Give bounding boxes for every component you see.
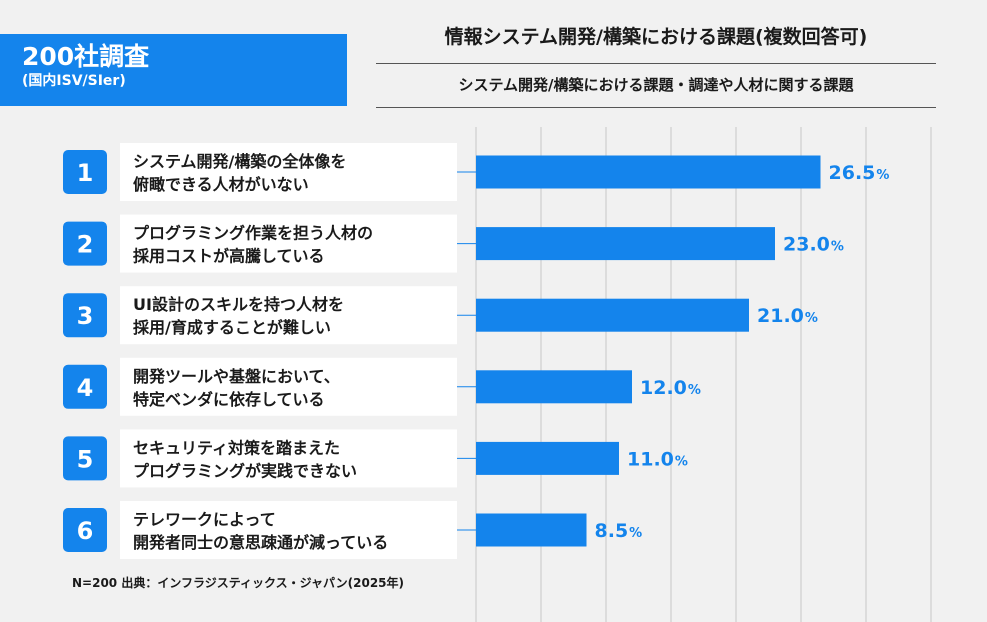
value-number: 12.0 — [640, 377, 687, 399]
value-unit: % — [688, 383, 701, 398]
category-label: 開発ツールや基盤において、 — [133, 367, 340, 386]
rank-badge — [63, 436, 107, 481]
value-label: 8.5% — [595, 520, 643, 542]
value-label: 26.5% — [829, 162, 890, 184]
source-note: N=200 出典：インフラジスティックス・ジャパン(2025年) — [72, 576, 405, 590]
value-label: 12.0% — [640, 377, 701, 399]
category-label: テレワークによって — [133, 510, 276, 529]
chart-title: 情報システム開発/構築における課題(複数回答可) — [444, 26, 868, 48]
category-label: 採用コストが高騰している — [133, 247, 325, 266]
category-label: プログラミングが実践できない — [133, 461, 357, 480]
rank-number: 6 — [77, 517, 94, 545]
bar — [476, 513, 587, 547]
category-label: 特定ベンダに依存している — [133, 390, 325, 409]
rank-badge — [63, 221, 107, 266]
value-number: 23.0 — [783, 234, 830, 256]
badge-sub-text: (国内ISV/SIer) — [22, 73, 126, 89]
value-number: 21.0 — [757, 305, 804, 327]
survey-badge: 200社調査 (国内ISV/SIer) — [0, 34, 347, 106]
chart-subtitle: システム開発/構築における課題・調達や人材に関する課題 — [458, 76, 854, 94]
title-divider-bottom — [376, 107, 936, 108]
value-unit: % — [675, 454, 688, 469]
label-card — [120, 143, 457, 201]
rank-number: 2 — [77, 231, 94, 259]
value-number: 26.5 — [829, 162, 876, 184]
bar — [476, 155, 821, 189]
bar — [476, 227, 775, 261]
title-divider-top — [376, 63, 936, 64]
value-unit: % — [876, 168, 889, 183]
category-label: セキュリティ対策を踏まえた — [133, 438, 340, 457]
badge-main-text: 200社調査 — [22, 42, 150, 71]
value-unit: % — [805, 311, 818, 326]
rank-badge — [63, 364, 107, 409]
value-label: 11.0% — [627, 448, 688, 470]
value-unit: % — [629, 526, 642, 541]
category-label: プログラミング作業を担う人材の — [133, 224, 373, 243]
category-label: 開発者同士の意思疎通が減っている — [133, 533, 388, 552]
value-label: 23.0% — [783, 234, 844, 256]
bar — [476, 370, 632, 404]
rank-number: 1 — [77, 159, 94, 187]
value-unit: % — [831, 240, 844, 255]
label-card — [120, 501, 457, 559]
category-label: システム開発/構築の全体像を — [133, 152, 346, 171]
rank-number: 3 — [77, 302, 94, 330]
category-label: 採用/育成することが難しい — [133, 318, 331, 337]
rank-number: 5 — [77, 445, 94, 473]
category-label: UI設計のスキルを持つ人材を — [133, 295, 344, 314]
value-number: 11.0 — [627, 448, 674, 470]
category-label: 俯瞰できる人材がいない — [133, 175, 309, 194]
rank-badge — [63, 150, 107, 194]
label-card — [120, 286, 457, 345]
rank-number: 4 — [77, 374, 94, 402]
label-card — [120, 357, 457, 416]
label-card — [120, 214, 457, 273]
value-label: 21.0% — [757, 305, 818, 327]
label-card — [120, 429, 457, 488]
rank-badge — [63, 508, 107, 552]
rank-badge — [63, 293, 107, 338]
value-number: 8.5 — [595, 520, 629, 542]
bar — [476, 441, 619, 475]
bar — [476, 298, 749, 332]
